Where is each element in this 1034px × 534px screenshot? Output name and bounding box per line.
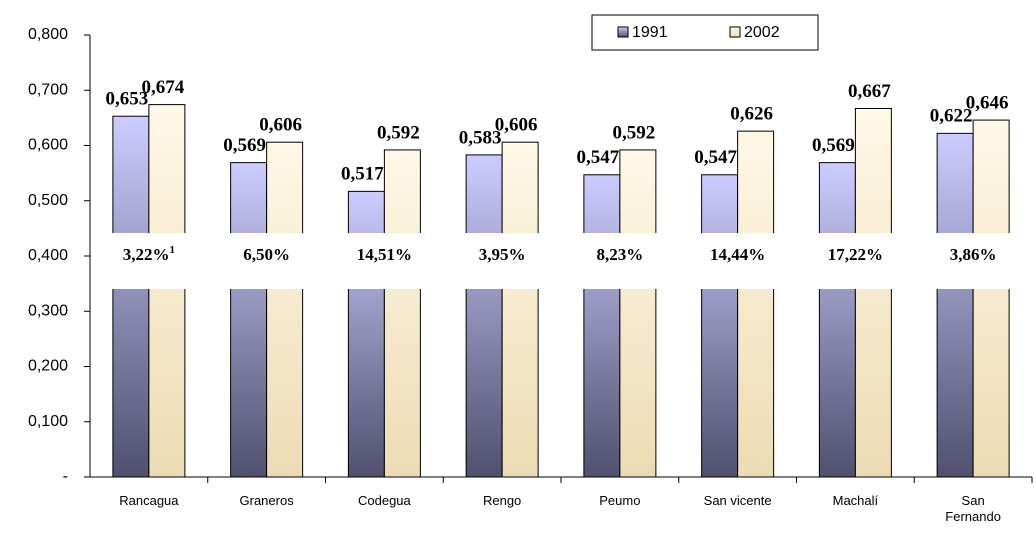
break-mask (464, 233, 541, 289)
annotation-text: 6,50% (243, 245, 290, 264)
bar (230, 162, 268, 478)
annotation: 14,51% (357, 245, 412, 264)
break-mask (699, 233, 776, 289)
value-label: 0,547 (577, 147, 620, 168)
value-label: 0,626 (730, 103, 773, 124)
break-mask (935, 233, 1012, 289)
bar (383, 149, 421, 478)
annotation-text: 3,95% (479, 245, 526, 264)
legend-box (591, 14, 819, 51)
annotation-text: 14,44% (710, 245, 765, 264)
annotation-text: 8,23% (597, 245, 644, 264)
value-label: 0,517 (341, 164, 384, 185)
x-tick-label: San vicente (703, 493, 772, 508)
break-mask (817, 233, 894, 289)
break-mask (346, 233, 423, 289)
bar (112, 115, 150, 478)
bar (701, 174, 739, 478)
value-label: 0,569 (812, 135, 855, 156)
annotation-text: 17,22% (828, 245, 883, 264)
y-tick-label: 0,600 (28, 137, 68, 154)
legend-swatch (617, 26, 629, 38)
value-label: 0,569 (223, 135, 266, 156)
value-label: 0,606 (495, 115, 538, 136)
bar (266, 141, 304, 478)
y-tick-label: 0,100 (28, 413, 68, 430)
annotation: 3,86% (950, 245, 997, 264)
x-tick-label: Codegua (357, 493, 411, 508)
bar (501, 141, 539, 478)
bar (737, 130, 775, 478)
bar (936, 132, 974, 478)
annotation-text: 3,86% (950, 245, 997, 264)
value-label: 0,592 (613, 122, 656, 143)
break-mask (110, 233, 187, 289)
annotation: 14,44% (710, 245, 765, 264)
x-tick-label: San Fernando (945, 493, 1001, 524)
bar (854, 107, 892, 478)
value-label: 0,606 (259, 115, 302, 136)
annotation: 3,22%1 (123, 244, 175, 264)
annotation: 3,95% (479, 245, 526, 264)
bar (148, 104, 186, 478)
y-tick-label: 0,300 (28, 302, 68, 319)
footnote-marker: 1 (170, 244, 176, 256)
annotation: 8,23% (597, 245, 644, 264)
annotation: 17,22% (828, 245, 883, 264)
value-label: 0,547 (694, 147, 737, 168)
value-label: 0,646 (966, 92, 1009, 113)
y-tick-label: 0,400 (28, 247, 68, 264)
x-tick-label: Graneros (239, 493, 294, 508)
y-tick-label: 0,200 (28, 358, 68, 375)
x-tick-label: Machalí (832, 493, 879, 508)
bar (818, 162, 856, 478)
value-label: 0,674 (142, 77, 185, 98)
break-mask (228, 233, 305, 289)
legend-label: 1991 (632, 24, 668, 41)
break-mask (581, 233, 658, 289)
value-label: 0,583 (459, 127, 502, 148)
x-tick-label: Peumo (599, 493, 641, 508)
y-tick-label: - (63, 468, 68, 485)
legend-label: 2002 (744, 24, 780, 41)
value-label: 0,622 (930, 106, 973, 127)
value-label: 0,653 (106, 89, 149, 110)
y-tick-label: 0,700 (28, 81, 68, 98)
x-tick-label: Rengo (482, 493, 522, 508)
bar (465, 154, 503, 478)
bar (583, 174, 621, 478)
annotation: 6,50% (243, 245, 290, 264)
annotation-text: 14,51% (357, 245, 412, 264)
x-tick-label: Rancagua (119, 493, 179, 508)
y-tick-label: 0,800 (28, 26, 68, 43)
y-tick-label: 0,500 (28, 192, 68, 209)
value-label: 0,667 (848, 81, 891, 102)
bar (972, 119, 1010, 478)
bar (619, 149, 657, 478)
value-label: 0,592 (377, 122, 420, 143)
legend-swatch (729, 26, 741, 38)
annotation-text: 3,22% (123, 245, 170, 264)
